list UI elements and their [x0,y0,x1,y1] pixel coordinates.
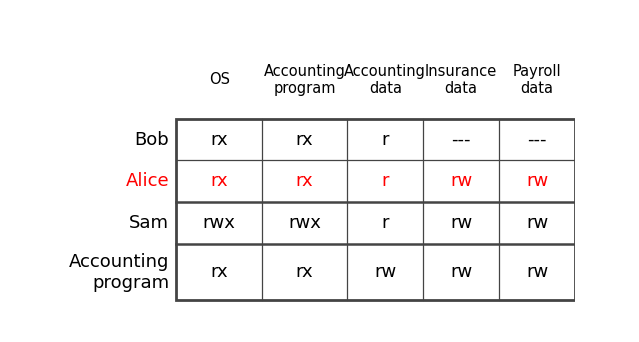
Text: rx: rx [296,131,313,149]
Text: Payroll
data: Payroll data [513,64,562,96]
Text: rw: rw [526,214,548,232]
Text: rw: rw [526,263,548,281]
Text: Accounting
data: Accounting data [344,64,426,96]
Text: rw: rw [374,263,396,281]
Text: rx: rx [296,172,313,190]
Text: ---: --- [527,131,547,149]
Text: OS: OS [209,73,229,88]
Text: Sam: Sam [129,214,169,232]
Text: Alice: Alice [125,172,169,190]
Text: rw: rw [450,172,472,190]
Text: rwx: rwx [203,214,236,232]
Text: rw: rw [526,172,548,190]
Text: ---: --- [451,131,471,149]
Text: Bob: Bob [134,131,169,149]
Bar [176,119,575,300]
Text: Accounting
program: Accounting program [68,253,169,292]
Text: rw: rw [450,214,472,232]
Text: r: r [381,214,389,232]
Text: rw: rw [450,263,472,281]
Text: Insurance
data: Insurance data [425,64,497,96]
Text: r: r [381,172,389,190]
Text: rx: rx [210,172,228,190]
Text: rx: rx [210,131,228,149]
Text: Accounting
program: Accounting program [264,64,346,96]
Text: rx: rx [296,263,313,281]
Text: rwx: rwx [288,214,321,232]
Text: r: r [381,131,389,149]
Text: rx: rx [210,263,228,281]
